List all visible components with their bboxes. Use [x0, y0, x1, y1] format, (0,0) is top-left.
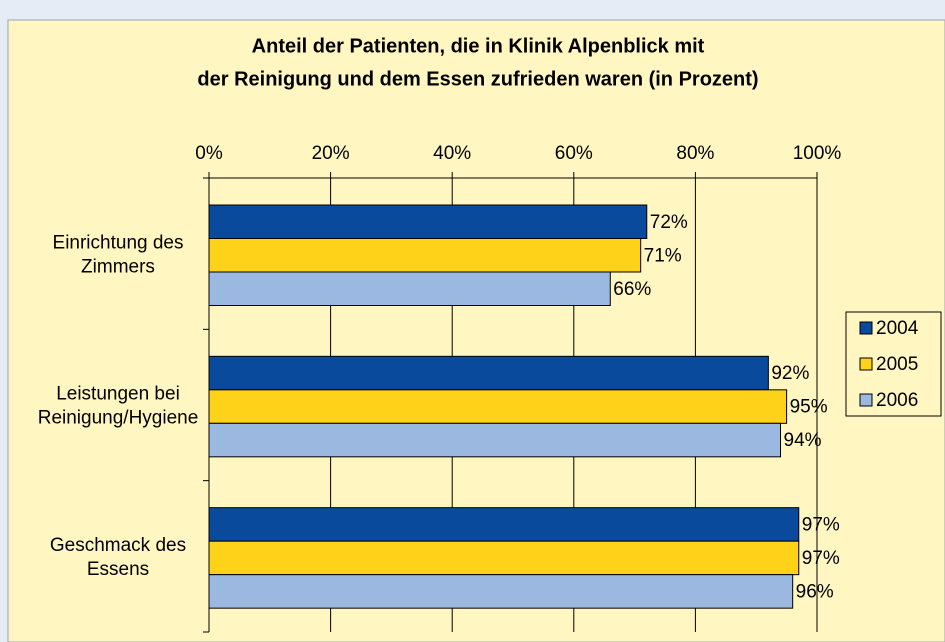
- x-tick-label: 0%: [195, 143, 223, 164]
- bar: [208, 271, 611, 306]
- bar: [208, 507, 800, 542]
- bar: [208, 238, 642, 273]
- x-tick-label: 80%: [676, 143, 714, 164]
- value-label: 97%: [802, 548, 840, 569]
- legend-swatch: [859, 321, 873, 335]
- legend-label: 2006: [876, 390, 918, 411]
- value-label: 94%: [784, 430, 822, 451]
- legend-swatch: [859, 357, 873, 371]
- x-tick-label: 40%: [433, 143, 471, 164]
- bar: [208, 355, 769, 391]
- bar: [208, 540, 800, 576]
- value-label: 66%: [613, 279, 651, 300]
- x-tick-label: 100%: [793, 143, 842, 164]
- value-label: 96%: [796, 581, 834, 602]
- value-label: 92%: [771, 363, 809, 384]
- bar: [208, 204, 648, 239]
- y-tick-label: Einrichtung des Zimmers: [53, 232, 184, 277]
- x-tick-label: 60%: [555, 143, 593, 164]
- legend-label: 2004: [876, 318, 919, 339]
- bar: [208, 422, 782, 458]
- value-label: 71%: [644, 245, 682, 266]
- y-tick-label: Geschmack des Essens: [50, 535, 186, 580]
- legend: 2004 2005 2006: [845, 311, 942, 417]
- y-tick-label: Leistungen bei Reinigung/Hygiene: [38, 384, 199, 429]
- chart-title: Anteil der Patienten, die in Klinik Alpe…: [197, 36, 758, 91]
- bar: [208, 389, 788, 424]
- legend-label: 2005: [876, 354, 918, 375]
- bar: [208, 574, 794, 609]
- value-label: 95%: [790, 397, 828, 418]
- x-tick-label: 20%: [312, 143, 350, 164]
- legend-swatch: [859, 393, 873, 407]
- value-label: 97%: [802, 514, 840, 535]
- value-label: 72%: [650, 212, 688, 233]
